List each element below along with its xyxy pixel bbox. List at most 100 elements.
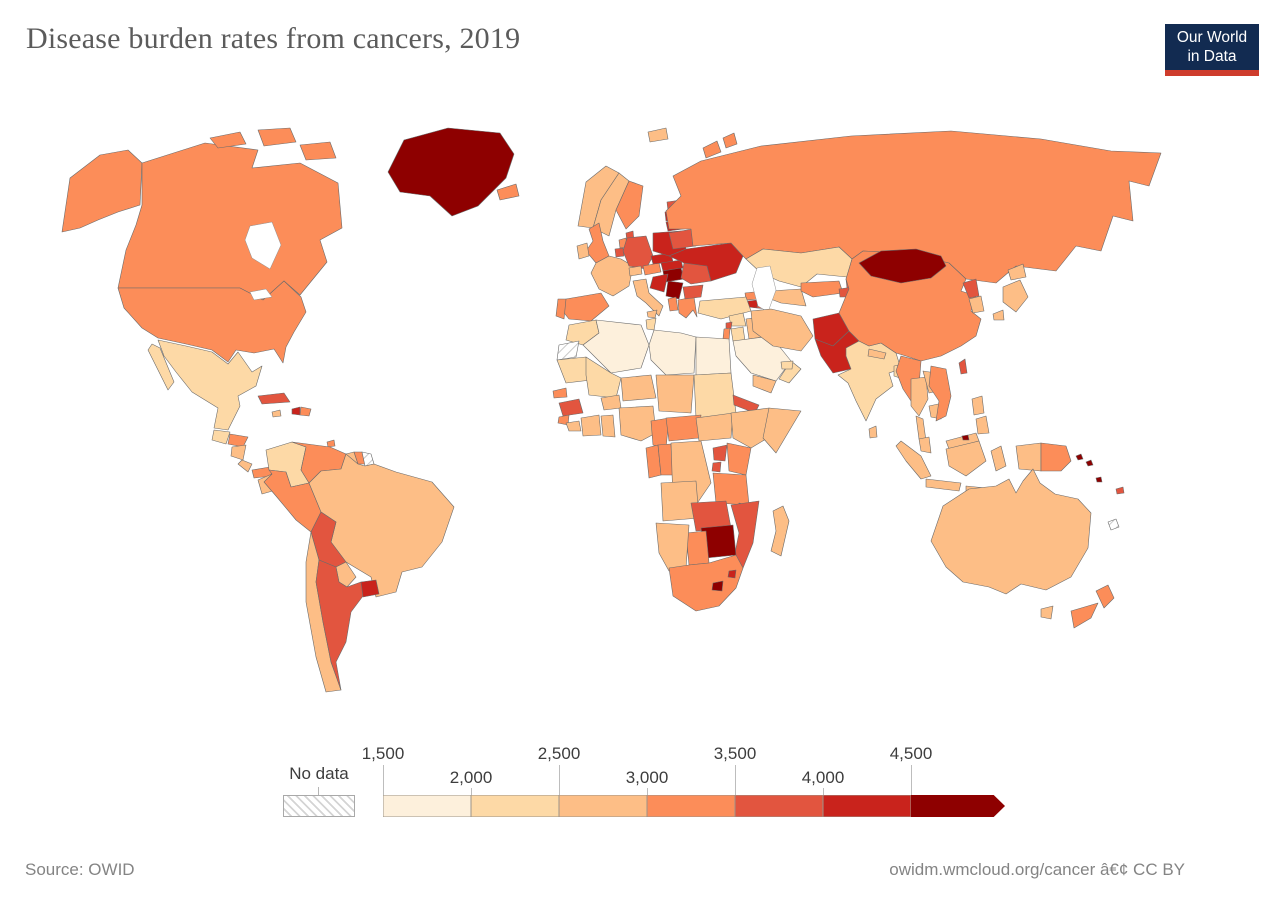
country-albania[interactable] [667, 296, 679, 312]
country-russia-island[interactable] [722, 132, 738, 149]
country-namibia[interactable] [655, 522, 690, 572]
country-russia-island[interactable] [702, 140, 722, 159]
country-north-korea[interactable] [962, 278, 980, 299]
country-burkina-faso[interactable] [600, 394, 622, 411]
country-tanzania[interactable] [712, 472, 750, 506]
country-uganda[interactable] [712, 444, 728, 462]
country-indonesia-kalimantan[interactable] [945, 440, 987, 477]
country-iceland[interactable] [496, 183, 520, 201]
country-iran[interactable] [750, 308, 814, 352]
country-guatemala[interactable] [211, 429, 231, 445]
country-uzbekistan[interactable] [800, 280, 844, 298]
legend-bin-2[interactable] [559, 795, 647, 817]
country-united-states-alaska[interactable] [61, 149, 143, 233]
country-solomon-islands[interactable] [1075, 453, 1084, 461]
country-vanuatu[interactable] [1095, 476, 1103, 483]
country-ivory-coast[interactable] [580, 414, 602, 437]
country-norway-svalbard[interactable] [647, 127, 669, 143]
country-indonesia-sulawesi[interactable] [990, 445, 1007, 472]
country-eswatini[interactable] [727, 569, 737, 579]
country-brunei[interactable] [961, 434, 970, 441]
country-nigeria[interactable] [618, 405, 657, 442]
country-egypt[interactable] [695, 336, 732, 376]
country-switzerland[interactable] [628, 265, 643, 277]
country-madagascar[interactable] [770, 505, 790, 557]
country-nicaragua[interactable] [230, 444, 247, 461]
country-canada-island[interactable] [209, 131, 247, 149]
country-new-zealand-north[interactable] [1095, 584, 1115, 609]
country-new-zealand-south[interactable] [1070, 602, 1099, 629]
country-canada[interactable] [117, 142, 343, 301]
legend-bin-3[interactable] [647, 795, 735, 817]
country-jordan[interactable] [730, 326, 746, 342]
country-mexico-baja[interactable] [147, 343, 175, 391]
legend-bin-1[interactable] [471, 795, 559, 817]
country-chad[interactable] [655, 374, 695, 414]
country-greece[interactable] [677, 296, 698, 319]
country-south-sudan[interactable] [695, 412, 734, 442]
country-trinidad-and-tobago[interactable] [326, 439, 336, 448]
country-canada-island[interactable] [299, 141, 337, 161]
country-sudan[interactable] [693, 372, 737, 419]
country-tunisia[interactable] [645, 317, 657, 331]
country-argentina[interactable] [315, 559, 367, 691]
country-sri-lanka[interactable] [868, 425, 878, 439]
country-cuba[interactable] [257, 392, 291, 405]
country-indonesia-papua[interactable] [1015, 442, 1042, 472]
legend-bin-5[interactable] [823, 795, 911, 817]
country-libya[interactable] [648, 329, 697, 376]
country-australia-tasmania[interactable] [1040, 605, 1054, 620]
country-portugal[interactable] [555, 298, 567, 320]
country-new-caledonia[interactable] [1107, 518, 1120, 531]
country-haiti[interactable] [291, 406, 301, 416]
country-thailand[interactable] [910, 376, 929, 417]
country-papua-new-guinea[interactable] [1040, 442, 1072, 472]
country-oman[interactable] [778, 360, 802, 384]
country-croatia[interactable] [649, 273, 669, 293]
country-indonesia-sumatra[interactable] [895, 440, 932, 480]
country-senegal[interactable] [552, 387, 568, 399]
country-kenya[interactable] [726, 442, 752, 476]
country-south-korea[interactable] [968, 295, 985, 314]
country-indonesia-java[interactable] [925, 478, 962, 492]
country-japan-kyushu[interactable] [992, 309, 1005, 321]
country-mongolia[interactable] [858, 248, 947, 284]
country-lesotho[interactable] [711, 580, 724, 592]
legend-bin-6[interactable] [911, 795, 1005, 817]
country-italy-sicily[interactable] [646, 309, 658, 319]
country-uruguay[interactable] [360, 579, 380, 598]
country-rwanda[interactable] [711, 461, 722, 473]
country-solomon-islands[interactable] [1085, 459, 1094, 467]
country-bulgaria[interactable] [682, 284, 704, 300]
country-greenland[interactable] [387, 127, 515, 217]
country-costa-rica[interactable] [237, 459, 253, 473]
country-western-sahara[interactable] [556, 340, 580, 361]
country-liberia[interactable] [565, 420, 582, 432]
country-south-africa[interactable] [668, 554, 744, 612]
legend-bin-0[interactable] [383, 795, 471, 817]
country-philippines-luzon[interactable] [971, 395, 985, 416]
country-japan-honshu[interactable] [1002, 279, 1029, 313]
country-jamaica[interactable] [271, 409, 282, 418]
country-canada-island[interactable] [257, 127, 297, 147]
owid-logo[interactable]: Our World in Data [1165, 24, 1259, 76]
country-niger[interactable] [620, 374, 657, 402]
legend-bin-4[interactable] [735, 795, 823, 817]
country-dominican-republic[interactable] [299, 406, 312, 417]
country-fiji[interactable] [1115, 486, 1125, 495]
country-thailand-peninsula[interactable] [915, 415, 927, 442]
country-france[interactable] [590, 255, 634, 297]
country-china[interactable] [838, 250, 982, 362]
country-ireland[interactable] [576, 242, 590, 260]
country-italy[interactable] [632, 278, 664, 317]
country-serbia[interactable] [665, 280, 684, 300]
country-mexico[interactable] [157, 339, 263, 431]
country-united-arab-emirates[interactable] [780, 360, 794, 370]
country-united-states[interactable] [117, 280, 307, 364]
country-botswana[interactable] [685, 530, 710, 566]
country-yemen[interactable] [752, 374, 777, 394]
country-republic-of-congo[interactable] [657, 443, 674, 476]
credit-link[interactable]: owidm.wmcloud.org/cancer â€¢ CC BY [889, 860, 1185, 879]
country-guinea[interactable] [558, 398, 584, 417]
country-ghana[interactable] [600, 414, 616, 438]
